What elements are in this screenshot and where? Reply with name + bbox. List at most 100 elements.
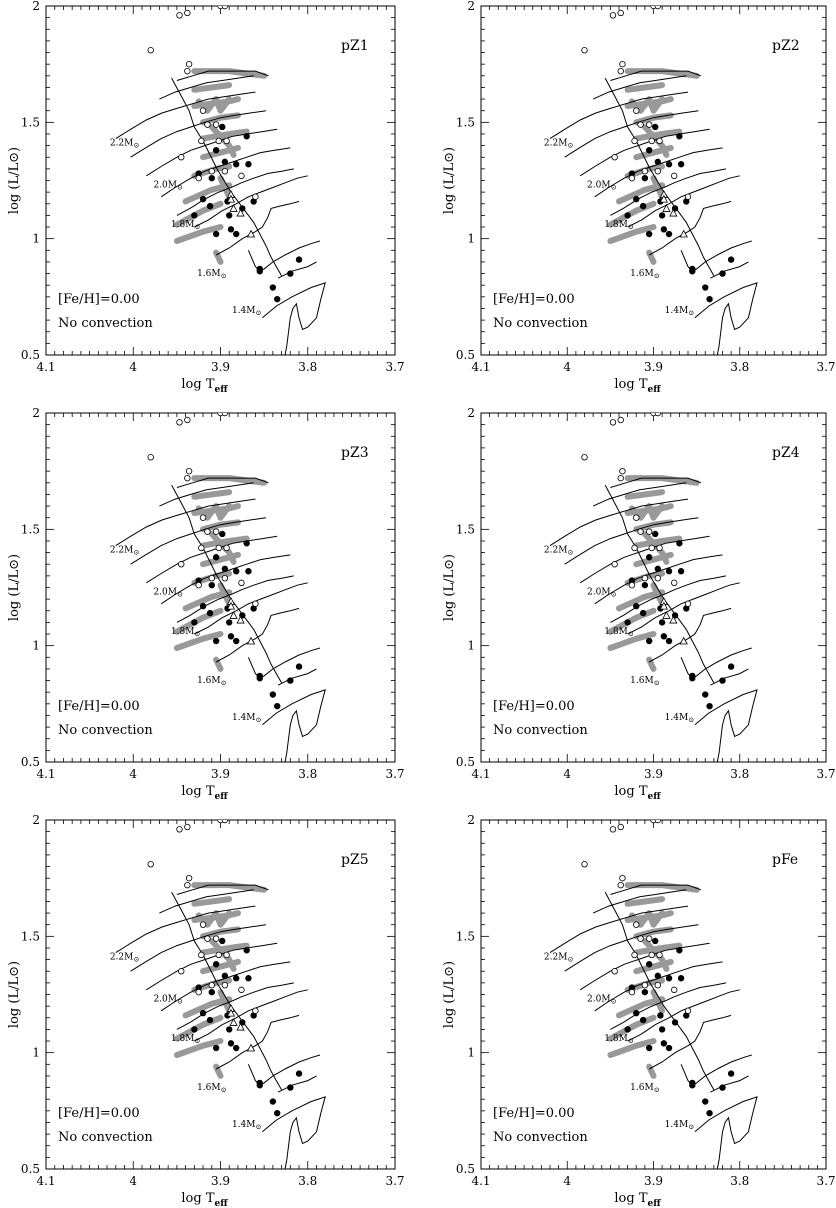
mass-value: 1.4M [665,306,689,316]
solar-symbol: ⊙ [628,223,634,231]
filled-star-point [256,1079,263,1087]
open-star-point [648,544,655,552]
mass-label: 1.8M⊙ [604,627,634,638]
filled-star-point [219,530,226,538]
open-star-point [617,881,624,889]
instability-strip-segment [628,96,666,114]
mass-value: 1.8M [604,1034,628,1044]
x-axis-label: log Teff [181,1191,228,1208]
filled-star-point [233,637,240,645]
x-axis-label-sub: eff [214,1199,228,1208]
x-axis-label-sub: eff [214,792,228,802]
filled-star-point [233,230,240,238]
evolution-track [146,535,278,584]
mass-label: 1.8M⊙ [604,220,634,231]
y-tick-label: 2 [32,406,40,420]
open-triangle-point [226,601,236,610]
open-star-point [633,107,640,114]
y-tick-label: 1 [32,1046,40,1060]
evolution-track [549,905,689,954]
open-star-point [654,981,662,989]
filled-star-point [274,1109,281,1117]
open-star-point [637,528,644,535]
x-tick-label: 4 [563,1174,571,1188]
panel-pZ2: 4.1 4 3.9 3.8 3.7 0.5 1 1.5 2 log Teff log (L/L⊙) 2… [442,0,836,395]
mass-value: 2.2M [110,953,134,963]
filled-star-point [702,691,709,698]
solar-symbol: ⊙ [133,956,139,964]
filled-star-point [219,123,226,131]
evolution-track [262,1096,326,1169]
x-tick-label: 3.8 [730,360,749,374]
open-star-point [656,137,663,145]
open-triangle-point [659,601,669,610]
evolution-track [171,484,283,684]
y-tick-label: 2 [32,0,40,13]
y-axis-label: log (L/L⊙) [7,147,22,214]
open-star-point [631,544,638,552]
open-star-point [671,986,678,994]
x-tick-label: 4 [129,360,137,374]
panel-pZ3: 4.1 4 3.9 3.8 3.7 0.5 1 1.5 2 log Teff log (L/L⊙) 2… [7,406,405,802]
open-star-point [208,574,215,582]
evolution-track [277,668,317,686]
filled-star-point [657,1012,664,1019]
filled-star-point [274,702,281,710]
filled-star-point [677,161,685,168]
evolution-track [130,924,266,972]
open-star-point [221,167,229,175]
solar-symbol: ⊙ [177,183,183,191]
x-axis-label: log Teff [614,377,661,395]
mass-value: 1.6M [197,269,221,279]
evolution-track [176,168,294,216]
annotation-convection: No convection [493,1130,588,1145]
filled-star-point [191,619,198,626]
filled-star-point [719,1084,726,1091]
mass-value: 2.0M [587,180,611,190]
open-triangle-point [229,611,238,619]
instability-strip-segment [607,1038,657,1058]
mass-value: 1.6M [197,676,221,686]
filled-star-point [243,947,250,954]
filled-star-point [233,568,240,575]
axis-ticks [45,819,396,1170]
filled-star-point [191,1026,198,1033]
annotation-feh: [Fe/H]=0.00 [493,292,575,307]
open-star-point [645,121,653,128]
solar-symbol: ⊙ [628,1037,634,1045]
x-tick-label: 3.7 [385,360,404,374]
filled-star-point [639,202,647,210]
filled-star-point [676,133,683,140]
solar-symbol: ⊙ [688,1123,694,1131]
open-star-point [609,419,617,426]
filled-star-point [676,947,683,954]
open-star-point [609,826,617,833]
filled-star-point [221,972,229,980]
evolution-track [159,75,254,100]
open-star-point [221,820,229,824]
filled-star-point [219,937,226,945]
instability-strip-segment [633,942,683,956]
panel-pZ1: 4.1 4 3.9 3.8 3.7 0.5 1 1.5 2 log Teff log (L/L⊙) 2… [7,0,405,395]
x-axis-label-main: log T [181,377,214,392]
open-star-point [221,981,229,989]
filled-star-point [639,609,647,617]
panel-pZ4: 4.1 4 3.9 3.8 3.7 0.5 1 1.5 2 log Teff log (L/L⊙) 2… [442,406,836,802]
open-triangle-point [236,208,245,217]
evolution-track [648,200,732,256]
open-star-point [654,574,662,582]
mass-value: 1.4M [232,713,256,723]
open-star-point [641,981,649,989]
filled-star-point [624,619,631,626]
mass-value: 2.2M [544,139,568,149]
mass-label: 1.8M⊙ [171,220,201,231]
y-tick-label: 0.5 [456,348,475,362]
open-star-point [656,951,663,959]
filled-star-point [639,1016,647,1024]
open-star-point [252,193,259,200]
mass-label: 1.6M⊙ [630,676,660,687]
x-tick-label: 4 [129,767,137,781]
instability-strip-segment [607,200,657,228]
open-star-point [199,107,207,114]
y-tick-label: 1 [467,232,475,246]
